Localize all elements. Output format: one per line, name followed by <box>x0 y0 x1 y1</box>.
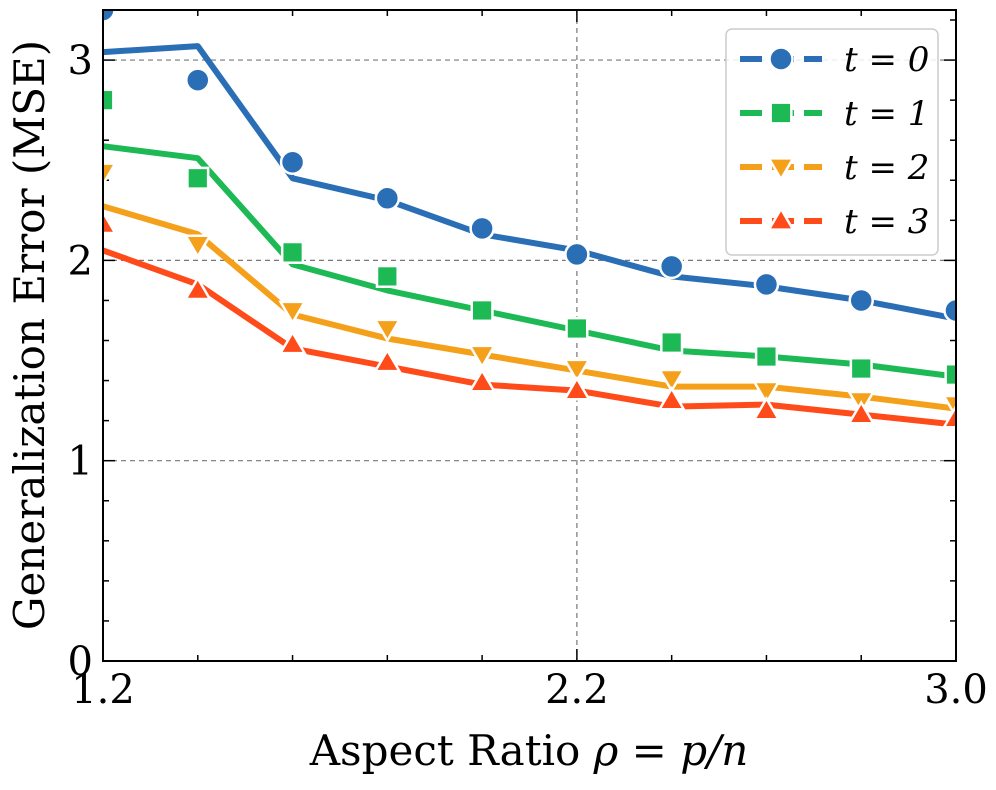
legend: t = 0 t = 1 t = 2 t = 3 <box>725 28 939 256</box>
data-point <box>373 318 402 344</box>
y-axis-title: Generalization Error (MSE) <box>5 40 54 630</box>
data-point <box>753 271 780 298</box>
data-point <box>565 316 589 341</box>
x-axis-title: Aspect Ratio ρ = p/n <box>309 726 749 775</box>
legend-label: t = 1 <box>844 94 929 134</box>
legend-entry: t = 2 <box>740 148 929 188</box>
data-point <box>941 404 956 429</box>
y-tick-label: 3 <box>68 38 93 84</box>
data-point <box>103 209 118 235</box>
data-point <box>752 380 781 406</box>
series-line <box>103 143 956 380</box>
data-point <box>754 344 779 369</box>
legend-marker <box>766 157 796 182</box>
plot-frame <box>102 9 957 662</box>
data-point <box>467 344 497 370</box>
data-point <box>657 368 686 394</box>
x-tick-label: 3.0 <box>924 667 988 713</box>
legend-marker <box>769 101 793 125</box>
data-point <box>658 253 685 280</box>
series-2 <box>103 162 956 420</box>
x-tick-label: 2.2 <box>545 667 609 713</box>
y-tick-label: 2 <box>68 238 93 284</box>
data-point <box>470 298 494 323</box>
data-point <box>278 300 307 326</box>
y-tick-label: 1 <box>68 439 93 485</box>
data-point <box>186 166 210 190</box>
data-point <box>185 67 211 93</box>
data-point <box>752 396 781 421</box>
data-point <box>375 264 399 289</box>
data-point <box>469 215 495 242</box>
series-line <box>103 247 956 428</box>
legend-entry: t = 1 <box>740 94 929 134</box>
data-point <box>373 347 402 373</box>
legend-entry: t = 3 <box>740 202 929 242</box>
series-0 <box>103 10 956 324</box>
legend-label: t = 0 <box>844 40 929 80</box>
x-axis-title-math: ρ = p/n <box>593 726 749 775</box>
data-point <box>846 400 876 425</box>
data-point <box>183 275 213 301</box>
tick-labels: 0 1 2 3 1.2 2.2 3.0 <box>68 38 988 713</box>
legend-entry: t = 0 <box>740 40 929 80</box>
data-point <box>848 287 874 314</box>
data-point <box>103 10 116 23</box>
data-point <box>660 330 684 355</box>
series-1 <box>103 88 956 387</box>
data-point <box>944 362 956 387</box>
data-point <box>278 329 307 355</box>
data-point <box>562 376 592 401</box>
series-line <box>103 203 956 412</box>
data-point <box>103 162 118 187</box>
data-point <box>564 241 590 268</box>
data-point <box>657 386 686 411</box>
series-layer <box>103 10 956 429</box>
data-point <box>562 358 592 384</box>
legend-label: t = 3 <box>844 202 929 242</box>
legend-label: t = 2 <box>844 148 929 188</box>
data-point <box>374 185 401 212</box>
data-point <box>467 368 497 393</box>
data-point <box>183 234 213 259</box>
legend-box <box>725 28 939 256</box>
legend-marker <box>768 46 794 72</box>
data-point <box>943 297 956 324</box>
legend-marker <box>766 206 796 231</box>
x-axis-title-prefix: Aspect Ratio <box>309 726 594 775</box>
x-tick-label: 1.2 <box>71 667 135 713</box>
data-point <box>280 240 305 264</box>
y-tick-label: 0 <box>68 639 93 685</box>
data-point <box>849 356 873 381</box>
series-3 <box>103 209 956 429</box>
series-line <box>103 43 956 322</box>
data-point <box>279 149 306 175</box>
